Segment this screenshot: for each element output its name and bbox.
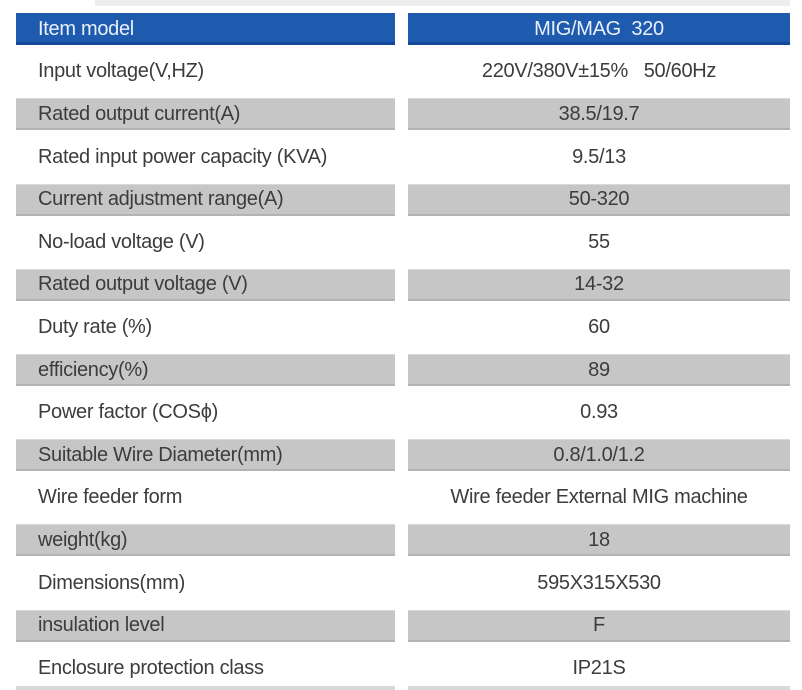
row-value: 38.5/19.7 xyxy=(558,102,640,125)
row-value: 55 xyxy=(588,230,610,253)
row-label: Input voltage(V,HZ) xyxy=(38,60,204,83)
row-label-cell: Suitable Wire Diameter(mm) xyxy=(16,439,395,472)
row-value: 89 xyxy=(588,358,610,381)
row-label-cell: Wire feeder form xyxy=(16,482,395,514)
row-label: No-load voltage (V) xyxy=(38,230,205,253)
bottom-edge-strip-left xyxy=(16,686,395,690)
row-label: Dimensions(mm) xyxy=(38,571,185,594)
row-value-cell: 38.5/19.7 xyxy=(408,98,790,131)
row-label-cell: Duty rate (%) xyxy=(16,311,395,343)
row-value: 0.93 xyxy=(580,401,618,424)
row-value-cell: IP21S xyxy=(408,652,790,684)
row-value-cell: MIG/MAG 320 xyxy=(408,13,790,46)
row-label: Current adjustment range(A) xyxy=(38,188,284,211)
row-label-cell: Current adjustment range(A) xyxy=(16,183,395,216)
row-value-cell: 89 xyxy=(408,354,790,387)
table-row: Rated output current(A) 38.5/19.7 xyxy=(0,93,802,136)
row-value: IP21S xyxy=(572,656,626,679)
row-value-cell: 220V/380V±15% 50/60Hz xyxy=(408,56,790,88)
row-label-cell: insulation level xyxy=(16,609,395,642)
table-row: No-load voltage (V) 55 xyxy=(0,221,802,264)
row-value: F xyxy=(593,614,605,637)
row-label: Rated output current(A) xyxy=(38,102,241,125)
table-row: Current adjustment range(A) 50-320 xyxy=(0,178,802,221)
row-label: Rated input power capacity (KVA) xyxy=(38,145,328,168)
bottom-edge-strip-right xyxy=(408,686,790,690)
top-edge-strip xyxy=(95,0,790,6)
row-value-cell: 0.8/1.0/1.2 xyxy=(408,439,790,472)
row-value-cell: 55 xyxy=(408,226,790,258)
table-row: Wire feeder form Wire feeder External MIG… xyxy=(0,477,802,520)
row-value-cell: 50-320 xyxy=(408,183,790,216)
row-label-cell: Rated output current(A) xyxy=(16,98,395,131)
row-label: insulation level xyxy=(38,614,165,637)
table-row: insulation level F xyxy=(0,604,802,647)
row-label: Suitable Wire Diameter(mm) xyxy=(38,443,283,466)
row-label: Wire feeder form xyxy=(38,486,183,509)
table-row: Duty rate (%) 60 xyxy=(0,306,802,349)
row-value-cell: F xyxy=(408,609,790,642)
row-value-cell: Wire feeder External MIG machine xyxy=(408,482,790,514)
row-label: Enclosure protection class xyxy=(38,656,264,679)
row-label-cell: Power factor (COSϕ) xyxy=(16,397,395,429)
row-label: Duty rate (%) xyxy=(38,315,152,338)
row-value: 220V/380V±15% 50/60Hz xyxy=(481,60,717,83)
table-row: weight(kg) 18 xyxy=(0,519,802,562)
row-value: Wire feeder External MIG machine xyxy=(450,486,748,509)
row-label: Item model xyxy=(38,17,134,40)
row-label-cell: efficiency(%) xyxy=(16,354,395,387)
row-value: MIG/MAG 320 xyxy=(534,17,664,40)
row-value: 9.5/13 xyxy=(572,145,626,168)
row-label-cell: No-load voltage (V) xyxy=(16,226,395,258)
spec-table: Item model MIG/MAG 320 Input voltage(V,HZ)… xyxy=(0,8,802,690)
row-label: weight(kg) xyxy=(38,528,128,551)
row-value-cell: 0.93 xyxy=(408,397,790,429)
table-row: Suitable Wire Diameter(mm) 0.8/1.0/1.2 xyxy=(0,434,802,477)
table-row: Input voltage(V,HZ) 220V/380V±15% 50/60Hz xyxy=(0,51,802,94)
row-value: 60 xyxy=(588,315,610,338)
row-value-cell: 595X315X530 xyxy=(408,567,790,599)
row-label: efficiency(%) xyxy=(38,358,149,381)
row-label: Rated output voltage (V) xyxy=(38,273,248,296)
row-label-cell: Item model xyxy=(16,13,395,46)
table-row: Rated output voltage (V) 14-32 xyxy=(0,264,802,307)
row-value-cell: 18 xyxy=(408,524,790,557)
row-value-cell: 9.5/13 xyxy=(408,141,790,173)
row-label-cell: Dimensions(mm) xyxy=(16,567,395,599)
row-label-cell: weight(kg) xyxy=(16,524,395,557)
table-row: Enclosure protection class IP21S xyxy=(0,647,802,690)
row-value-cell: 60 xyxy=(408,311,790,343)
table-row: Rated input power capacity (KVA) 9.5/13 xyxy=(0,136,802,179)
row-label: Power factor (COSϕ) xyxy=(38,401,218,424)
table-row: Power factor (COSϕ) 0.93 xyxy=(0,391,802,434)
table-header-row: Item model MIG/MAG 320 xyxy=(0,8,802,51)
row-value: 595X315X530 xyxy=(537,571,661,594)
table-row: efficiency(%) 89 xyxy=(0,349,802,392)
table-row: Dimensions(mm) 595X315X530 xyxy=(0,562,802,605)
row-label-cell: Enclosure protection class xyxy=(16,652,395,684)
row-value: 50-320 xyxy=(568,188,630,211)
row-value: 18 xyxy=(588,528,610,551)
row-value-cell: 14-32 xyxy=(408,268,790,301)
row-label-cell: Rated output voltage (V) xyxy=(16,268,395,301)
row-value: 14-32 xyxy=(574,273,624,296)
row-value: 0.8/1.0/1.2 xyxy=(553,443,645,466)
row-label-cell: Input voltage(V,HZ) xyxy=(16,56,395,88)
row-label-cell: Rated input power capacity (KVA) xyxy=(16,141,395,173)
